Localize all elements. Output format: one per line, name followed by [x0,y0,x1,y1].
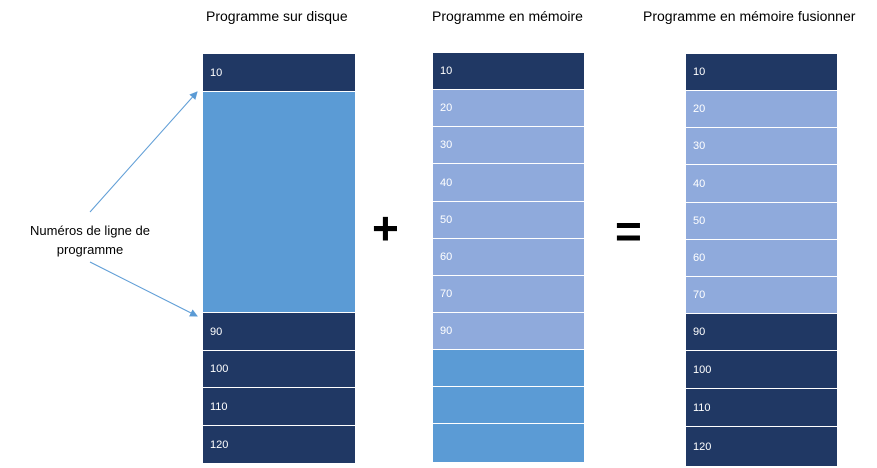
merged-line-cell: 10 [686,54,837,91]
merged-line-cell: 70 [686,277,837,314]
memory-empty-cell [433,424,584,462]
merged-line-cell: 50 [686,203,837,240]
memory-line-cell: 10 [433,53,584,90]
merged-line-cell: 20 [686,91,837,128]
merged-line-cell: 110 [686,389,837,427]
memory-program-column: 10 20 30 40 50 60 70 90 [433,53,584,462]
arrow-to-line-90 [89,261,198,317]
disk-program-column: 10 90 100 110 120 [203,54,355,463]
disk-line-cell: 110 [203,388,355,426]
memory-line-cell: 20 [433,90,584,127]
memory-line-cell: 50 [433,202,584,239]
title-memory: Programme en mémoire [432,8,583,24]
title-merged: Programme en mémoire fusionner [643,8,856,24]
merged-line-cell: 90 [686,314,837,351]
memory-line-cell: 70 [433,276,584,313]
merged-line-cell: 100 [686,351,837,389]
merged-line-cell: 120 [686,427,837,466]
equals-operator: = [615,205,642,257]
disk-line-cell: 100 [203,351,355,388]
merged-line-cell: 60 [686,240,837,277]
disk-line-cell: 120 [203,426,355,463]
line-numbers-annotation: Numéros de ligne de programme [30,223,150,257]
memory-line-cell: 30 [433,127,584,164]
memory-empty-cell [433,387,584,424]
plus-operator: + [372,202,399,254]
disk-line-cell: 10 [203,54,355,92]
merged-program-column: 10 20 30 40 50 60 70 90 100 110 120 [686,54,837,466]
memory-line-cell: 90 [433,313,584,350]
title-disk: Programme sur disque [206,8,348,24]
memory-line-cell: 40 [433,164,584,202]
merged-line-cell: 40 [686,165,837,203]
merged-line-cell: 30 [686,128,837,165]
arrow-to-line-10 [89,91,198,213]
disk-block-region [203,92,355,313]
disk-line-cell: 90 [203,313,355,351]
memory-line-cell: 60 [433,239,584,276]
memory-empty-cell [433,350,584,387]
